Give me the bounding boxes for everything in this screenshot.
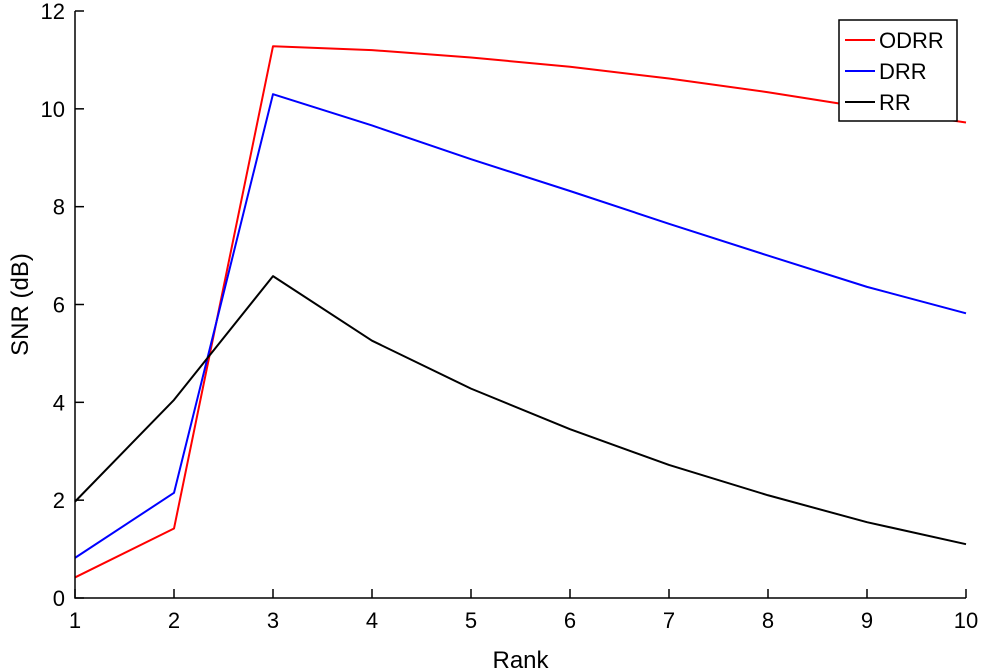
- x-tick-label: 4: [366, 608, 378, 633]
- legend-label-drr: DRR: [879, 59, 927, 84]
- y-axis-label: SNR (dB): [7, 253, 34, 356]
- series-lines: [74, 45, 967, 579]
- legend-label-odrr: ODRR: [879, 28, 944, 53]
- y-tick-label: 6: [53, 293, 65, 318]
- x-tick-label: 3: [267, 608, 279, 633]
- x-tick-label: 5: [465, 608, 477, 633]
- x-tick-label: 1: [69, 608, 81, 633]
- legend: ODRR DRR RR: [838, 19, 958, 122]
- x-tick-label: 10: [954, 608, 978, 633]
- x-tick-label: 2: [168, 608, 180, 633]
- legend-label-rr: RR: [879, 90, 911, 115]
- y-tick-label: 12: [41, 0, 65, 24]
- y-tick-label: 4: [53, 390, 65, 415]
- y-tick-label: 8: [53, 195, 65, 220]
- series-line-rr: [74, 275, 967, 546]
- axes-lines: [74, 11, 966, 599]
- y-tick-label: 10: [41, 97, 65, 122]
- series-line-odrr: [74, 45, 967, 579]
- x-tick-label: 8: [762, 608, 774, 633]
- x-axis-label: Rank: [492, 647, 549, 672]
- x-tick-label: 9: [861, 608, 873, 633]
- y-tick-label: 2: [53, 488, 65, 513]
- x-tick-label: 7: [663, 608, 675, 633]
- y-tick-label: 0: [53, 586, 65, 611]
- x-tick-label: 6: [564, 608, 576, 633]
- series-line-drr: [74, 93, 967, 559]
